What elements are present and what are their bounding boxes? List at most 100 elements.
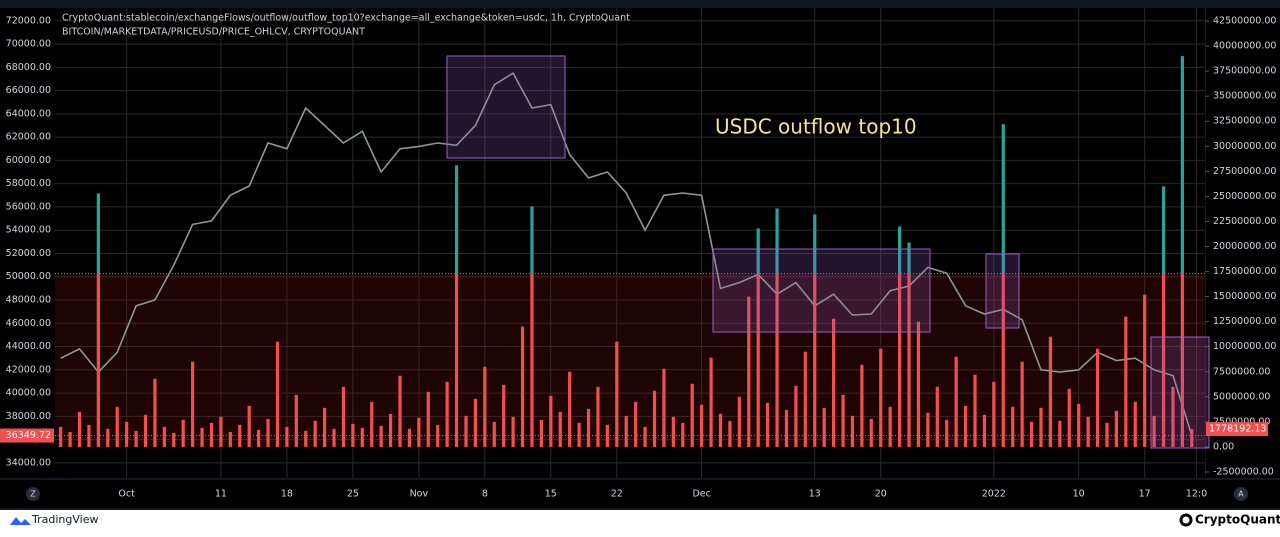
y2-tick-label: 2500000.00 xyxy=(1213,416,1270,427)
bar xyxy=(388,413,393,447)
footer-left: TradingView xyxy=(31,513,98,526)
bar xyxy=(209,422,214,447)
x-tick-label: 11 xyxy=(215,489,227,500)
threshold-zone xyxy=(55,273,1205,447)
x-tick-label: 10 xyxy=(1073,489,1085,500)
bar xyxy=(869,418,873,447)
bar xyxy=(916,321,921,447)
bar xyxy=(1190,429,1194,447)
y-tick-label: 50000.00 xyxy=(6,271,51,282)
bar xyxy=(266,418,270,447)
y2-tick-label: 40000000.00 xyxy=(1213,41,1276,52)
bar xyxy=(1124,316,1128,447)
y-tick-label: 34000.00 xyxy=(6,457,51,468)
bar xyxy=(59,426,63,447)
x-tick-label: 15 xyxy=(545,489,557,500)
bar xyxy=(520,326,525,447)
bar xyxy=(671,416,675,447)
bar xyxy=(756,273,760,447)
highlight-box xyxy=(446,55,566,159)
bar xyxy=(1161,273,1166,447)
highlight-box xyxy=(985,253,1020,329)
y-tick-label: 58000.00 xyxy=(6,178,51,189)
bar xyxy=(558,411,562,447)
bar xyxy=(172,432,176,447)
y-tick-label: 54000.00 xyxy=(6,225,51,236)
zoom-button[interactable] xyxy=(26,487,40,501)
bar xyxy=(963,405,968,447)
y-tick-label: 44000.00 xyxy=(6,341,51,352)
y-tick-label: 72000.00 xyxy=(6,15,51,26)
bar xyxy=(624,415,628,447)
y2-tick-label: 10000000.00 xyxy=(1213,341,1276,352)
bar xyxy=(143,414,148,447)
bar xyxy=(200,427,204,447)
grid xyxy=(55,8,1209,478)
bar xyxy=(304,430,308,447)
bar xyxy=(134,430,138,447)
y-tick-label: 46000.00 xyxy=(6,318,51,329)
bar xyxy=(568,371,572,447)
bar xyxy=(973,374,977,447)
y-tick-label: 64000.00 xyxy=(6,108,51,119)
bar-above-threshold xyxy=(907,242,911,274)
bar xyxy=(379,425,383,447)
bar xyxy=(1039,407,1043,447)
bar xyxy=(832,318,836,447)
y2-tick-label: 27500000.00 xyxy=(1213,166,1276,177)
bar xyxy=(238,424,242,447)
last-value-label: 1778192.13 xyxy=(1209,424,1266,435)
bar xyxy=(257,429,261,447)
bar xyxy=(784,409,789,447)
last-price-label: 36349.72 xyxy=(6,430,51,441)
y2-tick-label: -2500000.00 xyxy=(1213,466,1274,477)
bar xyxy=(285,426,289,447)
x-tick-label: Dec xyxy=(692,489,710,500)
x-tick-label: 17 xyxy=(1139,489,1151,500)
bar xyxy=(1077,403,1081,447)
highlight-boxes xyxy=(446,55,1210,449)
y-tick-label: 68000.00 xyxy=(6,62,51,73)
footer-right: CryptoQuant xyxy=(1195,513,1280,527)
bar xyxy=(1133,401,1137,447)
y2-tick-label: 12500000.00 xyxy=(1213,316,1276,327)
bar xyxy=(219,416,223,447)
bar xyxy=(483,366,487,447)
plot-area xyxy=(55,8,1205,478)
bar xyxy=(502,384,506,447)
cryptoquant-logo xyxy=(1179,513,1193,527)
bar xyxy=(718,413,723,447)
auto-button[interactable] xyxy=(1234,487,1248,501)
series-name: CryptoQuant:stablecoin/exchangeFlows/out… xyxy=(62,13,630,24)
bar xyxy=(652,390,657,447)
bar xyxy=(945,419,949,447)
last-price-tag xyxy=(0,428,54,443)
y2-tick-label: 20000000.00 xyxy=(1213,241,1276,252)
bar xyxy=(841,394,845,447)
bar xyxy=(813,273,817,447)
tradingview-logo xyxy=(10,517,31,525)
y2-tick-label: 32500000.00 xyxy=(1213,116,1276,127)
bar xyxy=(615,341,619,447)
bar xyxy=(1048,336,1053,447)
y2-tick-label: 30000000.00 xyxy=(1213,141,1276,152)
bar xyxy=(539,419,543,447)
bar xyxy=(1152,415,1156,447)
bar-above-threshold xyxy=(775,208,779,274)
bar-above-threshold xyxy=(454,165,459,274)
marks xyxy=(59,56,1194,447)
bar xyxy=(360,427,364,447)
bar xyxy=(926,412,930,447)
series-name: BITCOIN/MARKETDATA/PRICEUSD/PRICE_OHLCV,… xyxy=(62,27,365,38)
bar xyxy=(662,368,666,447)
bar xyxy=(549,395,553,447)
bar xyxy=(398,375,402,447)
bar-above-threshold xyxy=(813,214,817,274)
y-tick-label: 66000.00 xyxy=(6,85,51,96)
bar xyxy=(690,383,694,447)
bar xyxy=(794,385,798,447)
bar xyxy=(332,428,336,447)
y2-tick-label: 0.00 xyxy=(1213,441,1234,452)
bar xyxy=(737,396,741,447)
